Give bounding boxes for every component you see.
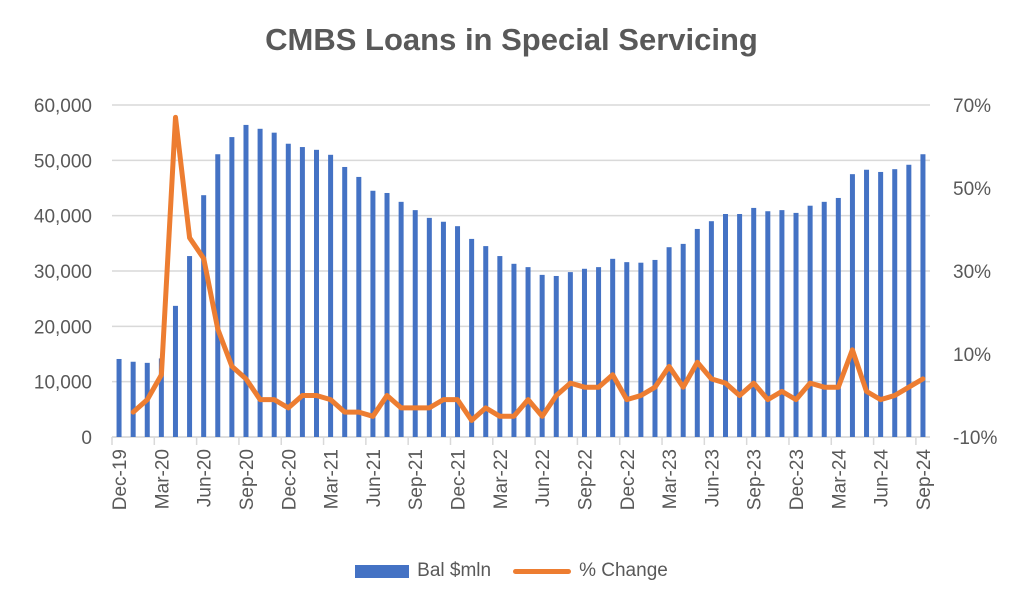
bar <box>158 358 164 437</box>
chart-legend: Bal $mln % Change <box>0 560 1023 582</box>
bar <box>243 124 249 438</box>
bar <box>553 275 559 437</box>
y-axis-right-tick: 10% <box>953 345 991 366</box>
bar <box>356 176 362 437</box>
bar <box>384 192 390 437</box>
bar <box>793 212 799 437</box>
line-swatch-icon <box>513 568 572 574</box>
bar <box>328 154 334 438</box>
bar <box>271 132 277 437</box>
x-axis-tick-label: Sep-21 <box>406 449 427 510</box>
bar <box>723 214 728 437</box>
x-axis-tick-label: Mar-22 <box>491 449 512 509</box>
bar <box>187 256 193 437</box>
bar <box>412 210 418 437</box>
x-axis-tick-label: Dec-21 <box>449 449 470 510</box>
bar <box>299 147 305 437</box>
x-axis-tick-label: Mar-24 <box>829 449 850 510</box>
bar <box>849 174 855 437</box>
y-axis-left-tick: 40,000 <box>34 207 92 228</box>
y-axis-left-tick: 10,000 <box>34 373 92 394</box>
bar <box>920 154 926 437</box>
bar <box>257 128 263 437</box>
bar <box>596 267 602 437</box>
y-axis-right-tick: 50% <box>953 179 991 200</box>
x-axis-tick-label: Dec-19 <box>110 449 131 510</box>
bar <box>172 305 178 437</box>
legend-item-pct-change: % Change <box>513 560 668 582</box>
x-axis-tick-label: Mar-23 <box>660 449 681 509</box>
bar <box>229 137 235 438</box>
pct-change-line <box>130 114 926 423</box>
bar <box>835 197 841 437</box>
bar <box>807 205 813 437</box>
bar <box>130 361 136 437</box>
bar <box>511 263 517 437</box>
bar <box>708 221 714 437</box>
x-axis-tick-label: Mar-21 <box>322 449 343 509</box>
x-axis-tick-label: Jun-24 <box>872 449 893 508</box>
x-axis-tick-label: Jun-21 <box>364 449 385 507</box>
bar <box>680 243 686 437</box>
bar <box>567 272 573 437</box>
bar <box>483 246 489 437</box>
bar <box>469 238 475 437</box>
bar <box>581 268 587 437</box>
bar <box>426 217 432 437</box>
bar <box>779 210 785 437</box>
bar <box>525 267 531 437</box>
bar <box>497 256 503 437</box>
bar <box>638 262 644 437</box>
bar <box>215 154 221 437</box>
chart-title: CMBS Loans in Special Servicing <box>265 22 758 57</box>
y-axis-left-tick: 30,000 <box>34 262 92 283</box>
bar <box>765 211 771 437</box>
bar <box>624 262 630 437</box>
x-axis-tick-label: Mar-20 <box>152 449 173 509</box>
bar <box>751 207 757 437</box>
y-axis-right-tick: 70% <box>953 96 991 117</box>
y-axis-right-tick: 30% <box>953 262 991 283</box>
bar <box>878 171 884 437</box>
y-axis-left-tick: 20,000 <box>34 317 92 338</box>
bar <box>652 259 658 437</box>
bar-swatch-icon <box>355 564 410 578</box>
x-axis-tick-label: Dec-22 <box>618 449 639 510</box>
x-axis-tick-label: Sep-20 <box>237 449 258 510</box>
y-axis-left-tick: 50,000 <box>34 151 92 172</box>
x-axis-tick-label: Jun-22 <box>533 449 554 507</box>
bar <box>342 166 348 437</box>
y-axis-left-tick: 0 <box>81 428 92 449</box>
bar <box>314 149 319 437</box>
bar <box>892 169 898 438</box>
y-axis-left-tick: 60,000 <box>34 96 92 117</box>
bar <box>440 221 446 437</box>
bar <box>610 258 616 437</box>
y-axis-right-tick: -10% <box>953 428 997 449</box>
bar <box>201 195 207 437</box>
bar <box>864 169 870 438</box>
bar <box>737 214 743 437</box>
x-axis-tick-label: Sep-24 <box>914 449 935 511</box>
bar <box>694 228 700 437</box>
legend-label-pct-change: % Change <box>579 560 668 581</box>
legend-item-balance: Bal $mln <box>355 560 491 582</box>
x-axis-tick-label: Jun-20 <box>195 449 216 507</box>
bar <box>906 164 912 437</box>
bar <box>821 201 827 437</box>
x-axis-tick-label: Sep-22 <box>575 449 596 510</box>
x-axis-tick-label: Jun-23 <box>702 449 723 507</box>
x-axis-tick-label: Sep-23 <box>745 449 766 510</box>
legend-label-balance: Bal $mln <box>417 560 492 581</box>
bar <box>666 247 672 437</box>
x-axis-tick-label: Dec-20 <box>279 449 300 510</box>
bar <box>116 358 122 437</box>
bar <box>398 201 404 437</box>
x-axis-tick-label: Dec-23 <box>787 449 808 510</box>
bar <box>370 190 376 437</box>
bar <box>455 226 461 437</box>
bar <box>539 274 545 437</box>
bar <box>285 143 291 437</box>
